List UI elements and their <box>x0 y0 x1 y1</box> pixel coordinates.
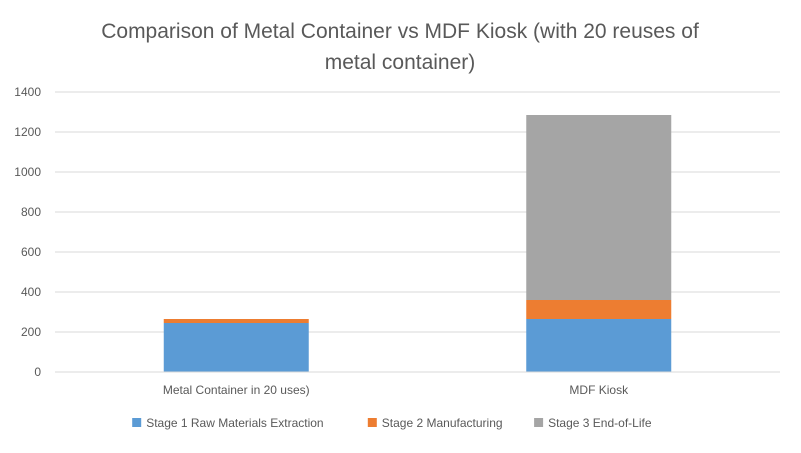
y-tick-label: 1000 <box>14 165 41 179</box>
category-label: MDF Kiosk <box>569 383 629 397</box>
legend-swatch <box>534 418 544 427</box>
y-tick-label: 1200 <box>14 125 41 139</box>
bars <box>163 115 672 372</box>
y-tick-label: 800 <box>21 205 41 219</box>
y-axis-ticks: 0 200 400 600 800 1000 1200 1400 <box>14 85 41 379</box>
chart-title-line-1: Comparison of Metal Container vs MDF Kio… <box>101 20 699 43</box>
category-label: Metal Container in 20 uses) <box>163 383 310 397</box>
bar-segment <box>526 319 672 372</box>
y-tick-label: 600 <box>21 245 41 259</box>
y-tick-label: 200 <box>21 325 41 339</box>
bar-segment <box>526 300 672 319</box>
bar-segment <box>526 115 672 300</box>
legend: Stage 1 Raw Materials Extraction Stage 2 … <box>132 416 652 430</box>
y-tick-label: 400 <box>21 285 41 299</box>
chart-title-line-2: metal container) <box>325 51 476 74</box>
legend-label: Stage 1 Raw Materials Extraction <box>146 416 323 430</box>
legend-label: Stage 2 Manufacturing <box>382 416 503 430</box>
y-tick-label: 0 <box>34 365 41 379</box>
legend-label: Stage 3 End-of-Life <box>548 416 652 430</box>
bar-segment <box>163 319 309 323</box>
legend-swatch <box>367 418 377 427</box>
category-labels: Metal Container in 20 uses) MDF Kiosk <box>163 383 629 397</box>
y-tick-label: 1400 <box>14 85 41 99</box>
bar-segment <box>163 323 309 372</box>
gridlines <box>55 91 780 333</box>
legend-swatch <box>132 418 142 427</box>
